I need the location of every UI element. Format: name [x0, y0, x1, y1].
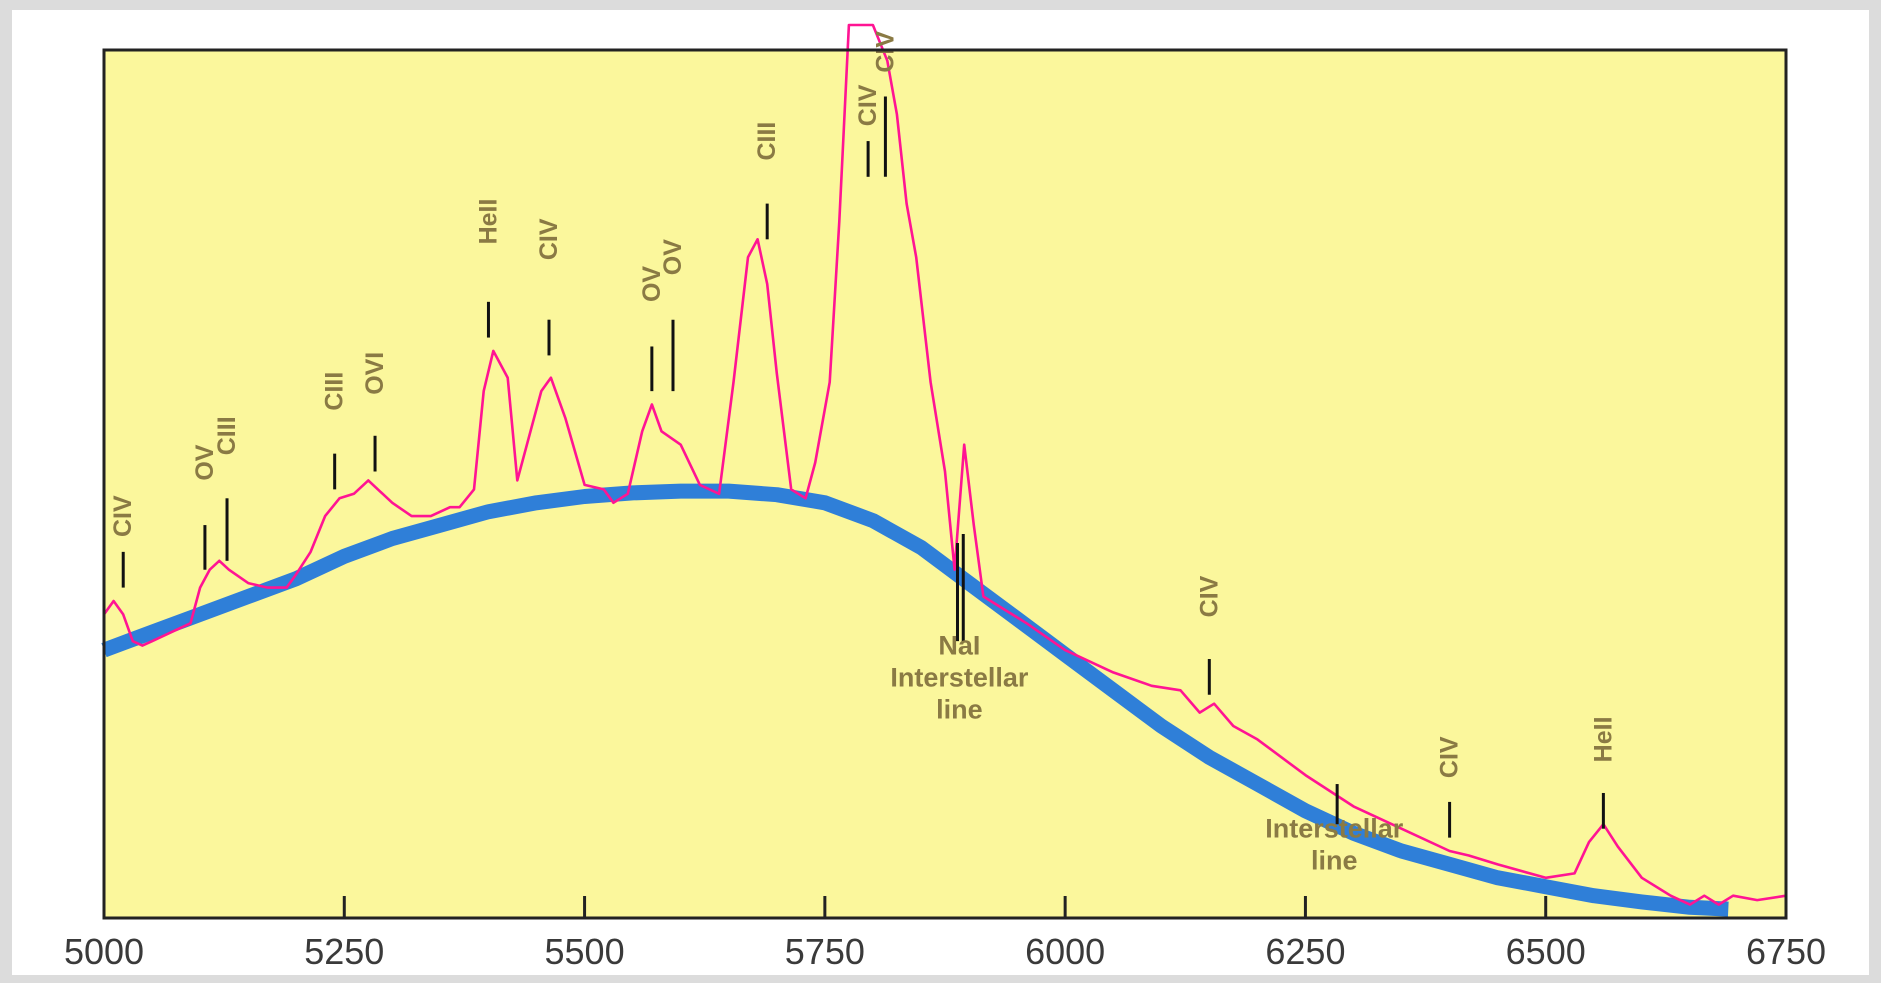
line-label: OV: [659, 239, 687, 275]
x-tick-label: 6750: [1746, 931, 1826, 972]
x-tick-label: 5500: [545, 931, 625, 972]
line-label: OV: [191, 444, 219, 480]
series-layer: [101, 23, 1788, 917]
line-label: CIV: [1195, 575, 1223, 617]
continuum-series-line: [101, 483, 1729, 917]
line-label: CIV: [854, 84, 882, 126]
interstellar-note: Interstellar: [890, 663, 1029, 693]
interstellar-note: line: [936, 695, 983, 725]
line-label: CIII: [753, 122, 781, 161]
interstellar-note: Interstellar: [1265, 814, 1404, 844]
x-tick-label: 6250: [1265, 931, 1345, 972]
line-label: CIV: [109, 495, 137, 537]
line-label: CIV: [1436, 736, 1464, 778]
x-tick-label: 5250: [304, 931, 384, 972]
line-label: HeII: [474, 199, 502, 245]
plot-border: [102, 48, 1788, 920]
chart-frame: CIV OV CIII CIII OVI HeII CIV OV OV CIII CIV CIV CIV…: [12, 10, 1869, 975]
x-tick-label: 6500: [1506, 931, 1586, 972]
x-axis: 5000 5250 5500 5750 6000 6250 6500 6750: [64, 896, 1826, 972]
x-tick-label: 6000: [1025, 931, 1105, 972]
line-label: CIII: [213, 416, 241, 455]
interstellar-note: line: [1311, 846, 1358, 876]
line-label: OV: [638, 266, 666, 302]
line-label: HeII: [1589, 716, 1617, 762]
line-label: CIV: [871, 31, 899, 73]
interstellar-note: NaI: [938, 631, 980, 661]
x-tick-label: 5000: [64, 931, 144, 972]
line-label: OVI: [361, 352, 389, 395]
line-label: CIII: [321, 372, 349, 411]
line-label: CIV: [535, 218, 563, 260]
x-tick-label: 5750: [785, 931, 865, 972]
